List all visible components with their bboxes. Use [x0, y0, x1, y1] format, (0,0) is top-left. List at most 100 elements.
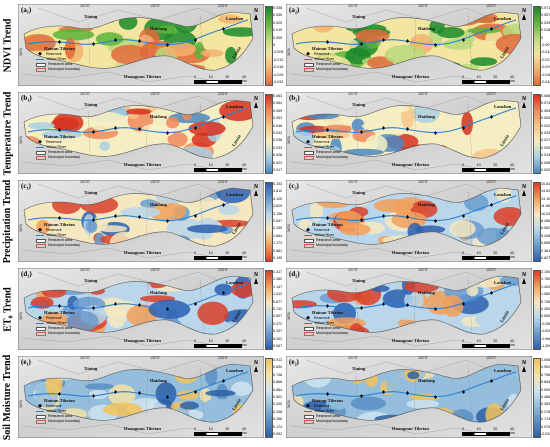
legend-label: Research area [48, 62, 73, 66]
place-label-huangnan: Huangnan Tibetan [124, 250, 161, 255]
scale-unit: km [242, 431, 247, 435]
legend-label: Municipal boundary [48, 243, 80, 247]
scale-bar-graphic [194, 80, 242, 84]
map-legend: ◆ Reservoir Yellow River Research area Munic… [304, 52, 348, 72]
colorbar-0 [265, 6, 273, 86]
colorbar-tick-label: 0.038 [273, 6, 283, 10]
north-label: N [254, 96, 258, 102]
latitude-label: 36°N [19, 399, 23, 408]
colorbar-tick-label: 0.382 [541, 402, 550, 407]
row-label-0: NDVI Trend [0, 4, 16, 86]
legend-label: Yellow River [46, 409, 67, 413]
scale-bar-graphic [462, 344, 510, 348]
scale-unit: km [242, 79, 247, 83]
colorbar-tick-label: 10.03 [541, 211, 550, 216]
longitude-label: 103°E [486, 356, 496, 360]
scale-tick: 40 [509, 427, 514, 431]
colorbar-tick-label: 0.748 [273, 372, 283, 377]
colorbar-tick-label: 0 [273, 43, 276, 47]
place-label-hainan: Hainan Tibetan [312, 398, 343, 403]
longitude-label: 102°E [418, 356, 428, 360]
longitude-label: 101°E [348, 92, 358, 96]
north-label: N [522, 184, 526, 190]
place-label-lanzhou: Lanzhou [494, 16, 512, 21]
legend-label: Municipal boundary [316, 67, 348, 71]
map-graphic [286, 4, 532, 86]
map-legend: ◆ Reservoir Yellow River Research area Munic… [304, 316, 348, 336]
legend-item-river: Yellow River [304, 321, 348, 326]
legend-item-river: Yellow River [304, 145, 348, 150]
legend-label: Reservoir [46, 140, 62, 144]
north-arrow-icon: N [522, 96, 526, 108]
colorbar-tick-label: 0.174 [541, 417, 550, 422]
scale-tick: 10 [208, 339, 213, 343]
colorbar-tick-label: 0.912 [273, 358, 283, 362]
map-legend: ◆ Reservoir Yellow River Research area Munic… [36, 52, 80, 72]
scale-bar: 0 10 20 40 km [194, 339, 247, 348]
legend-item-reservoir: ◆ Reservoir [306, 403, 330, 409]
place-label-hainan: Hainan Tibetan [44, 398, 75, 403]
legend-label: Yellow River [314, 321, 335, 325]
map-legend: ◆ Reservoir Yellow River Research area Munic… [36, 140, 80, 160]
colorbar-tick-label: 0.005 [273, 35, 283, 40]
scale-bar-graphic [462, 432, 510, 436]
colorbar-tick-label: 0.486 [541, 395, 550, 399]
north-arrow-icon: N [254, 360, 258, 372]
longitude-label: 103°E [218, 268, 228, 272]
colorbar-3 [533, 94, 541, 174]
colorbar-tick-label: 0.877 [273, 299, 283, 304]
legend-item-reservoir: ◆ Reservoir [306, 315, 330, 321]
longitude-label: 102°E [418, 92, 428, 96]
colorbar-tick-label: 0.256 [273, 417, 283, 422]
legend-item-reservoir: ◆ Reservoir [38, 51, 62, 57]
panel-tag: (d₁) [21, 270, 32, 278]
scale-tick: 0 [194, 163, 196, 167]
colorbar-tick-label: 0.064 [273, 101, 283, 106]
legend-label: Reservoir [314, 316, 330, 320]
scale-tick: 40 [241, 427, 246, 431]
place-label-hainan: Hainan Tibetan [44, 134, 75, 139]
place-label-hainan: Hainan Tibetan [312, 310, 343, 315]
legend-label: Municipal boundary [48, 67, 80, 71]
map-panel-8: (e₁) 101°E 102°E 103°E 36°N Xining Lanzhou Haid… [18, 356, 264, 438]
scale-tick: 0 [462, 427, 464, 431]
legend-item-boundary: Municipal boundary [36, 419, 80, 424]
scale-tick: 10 [208, 75, 213, 79]
colorbar-tick-label: 0.002 [541, 168, 550, 172]
place-label-lanzhou: Lanzhou [226, 368, 244, 373]
colorbar-tick-label: 13.10 [541, 196, 550, 201]
legend-label: Reservoir [314, 52, 330, 56]
place-label-hainan: Hainan Tibetan [44, 46, 75, 51]
colorbar-tick-label: 0 [541, 35, 544, 40]
colorbar-tick-label: 0.033 [541, 131, 550, 135]
colorbar-tick-label: 0.092 [273, 432, 283, 436]
scale-tick: 40 [241, 251, 246, 255]
colorbar-tick-label: 0.337 [273, 329, 283, 334]
colorbar-tick-label: 4.612 [273, 189, 283, 194]
scale-tick: 10 [208, 251, 213, 255]
map-panel-4: (c₁) 101°E 102°E 103°E 36°N Xining Lanzhou Haid… [18, 180, 264, 262]
legend-item-boundary: Municipal boundary [304, 331, 348, 336]
legend-label: Research area [316, 150, 341, 154]
latitude-label: 36°N [19, 223, 23, 232]
colorbar-tick-label: 0.048 [273, 123, 283, 128]
latitude-label: 36°N [19, 135, 23, 144]
legend-item-area: Research area [304, 414, 348, 419]
legend-item-reservoir: ◆ Reservoir [306, 227, 330, 233]
north-arrow-icon: N [522, 360, 526, 372]
scale-bar-graphic [194, 344, 242, 348]
colorbar-tick-label: 0.502 [273, 395, 283, 399]
longitude-label: 103°E [486, 268, 496, 272]
place-label-lanzhou: Lanzhou [494, 192, 512, 197]
legend-label: Research area [316, 326, 341, 330]
place-label-xining: Xining [352, 190, 366, 195]
scale-unit: km [242, 167, 247, 171]
legend-item-reservoir: ◆ Reservoir [38, 315, 62, 321]
longitude-label: 103°E [218, 356, 228, 360]
latitude-label: 36°N [19, 311, 23, 320]
legend-label: Reservoir [314, 404, 330, 408]
longitude-label: 102°E [150, 180, 160, 184]
place-label-huangnan: Huangnan Tibetan [124, 74, 161, 79]
panel-tag: (c₂) [289, 182, 299, 190]
